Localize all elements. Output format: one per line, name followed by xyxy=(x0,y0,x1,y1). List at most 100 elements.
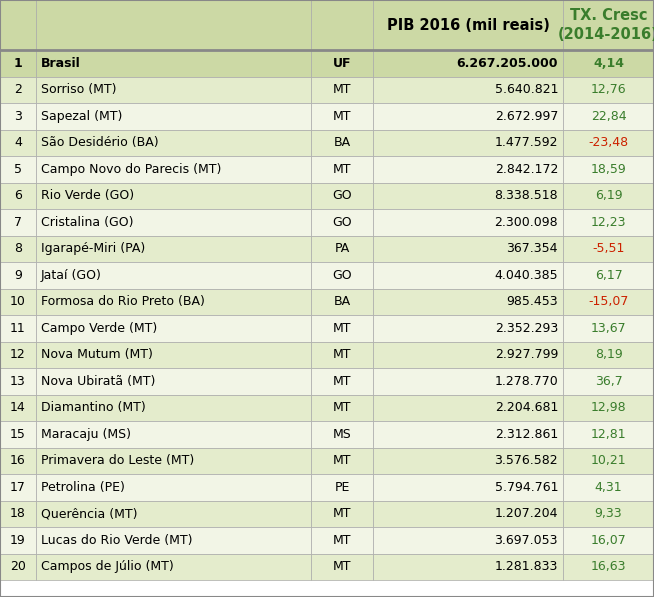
Text: BA: BA xyxy=(334,296,351,308)
Text: 4: 4 xyxy=(14,136,22,149)
Bar xyxy=(36,527,311,553)
Text: 3.576.582: 3.576.582 xyxy=(494,454,558,467)
Bar xyxy=(563,448,654,474)
Text: -23,48: -23,48 xyxy=(589,136,628,149)
Bar xyxy=(311,130,373,156)
Bar xyxy=(373,527,563,553)
Bar xyxy=(0,130,36,156)
Bar xyxy=(563,156,654,183)
Bar xyxy=(373,235,563,262)
Text: MT: MT xyxy=(333,401,351,414)
Text: MT: MT xyxy=(333,534,351,547)
Text: Petrolina (PE): Petrolina (PE) xyxy=(41,481,125,494)
Text: 16,07: 16,07 xyxy=(591,534,627,547)
Text: GO: GO xyxy=(332,216,352,229)
Text: 8.338.518: 8.338.518 xyxy=(494,189,558,202)
Bar xyxy=(563,76,654,103)
Bar xyxy=(0,156,36,183)
Text: Primavera do Leste (MT): Primavera do Leste (MT) xyxy=(41,454,194,467)
Bar xyxy=(36,183,311,209)
Text: 18: 18 xyxy=(10,507,26,520)
Bar xyxy=(0,0,36,50)
Bar xyxy=(311,209,373,235)
Bar xyxy=(373,448,563,474)
Text: 13,67: 13,67 xyxy=(591,322,627,335)
Bar xyxy=(563,50,654,76)
Text: GO: GO xyxy=(332,189,352,202)
Bar xyxy=(36,421,311,448)
Bar xyxy=(311,262,373,288)
Bar xyxy=(36,130,311,156)
Text: Nova Mutum (MT): Nova Mutum (MT) xyxy=(41,348,153,361)
Text: Formosa do Rio Preto (BA): Formosa do Rio Preto (BA) xyxy=(41,296,205,308)
Bar xyxy=(311,421,373,448)
Text: Sapezal (MT): Sapezal (MT) xyxy=(41,110,122,123)
Text: 1.281.833: 1.281.833 xyxy=(494,560,558,573)
Text: Cristalina (GO): Cristalina (GO) xyxy=(41,216,133,229)
Text: Jataí (GO): Jataí (GO) xyxy=(41,269,102,282)
Bar xyxy=(373,76,563,103)
Text: Campos de Júlio (MT): Campos de Júlio (MT) xyxy=(41,560,174,573)
Text: Querência (MT): Querência (MT) xyxy=(41,507,137,520)
Text: 16,63: 16,63 xyxy=(591,560,627,573)
Text: 2.672.997: 2.672.997 xyxy=(494,110,558,123)
Text: 22,84: 22,84 xyxy=(591,110,627,123)
Bar xyxy=(373,288,563,315)
Text: PA: PA xyxy=(334,242,350,256)
Text: MT: MT xyxy=(333,375,351,387)
Bar xyxy=(563,130,654,156)
Bar xyxy=(563,500,654,527)
Text: MT: MT xyxy=(333,507,351,520)
Text: 19: 19 xyxy=(10,534,26,547)
Text: 5.640.821: 5.640.821 xyxy=(494,83,558,96)
Text: 9: 9 xyxy=(14,269,22,282)
Text: 10,21: 10,21 xyxy=(591,454,627,467)
Bar xyxy=(373,130,563,156)
Bar xyxy=(373,50,563,76)
Bar xyxy=(563,262,654,288)
Bar xyxy=(311,448,373,474)
Bar xyxy=(311,183,373,209)
Bar xyxy=(36,288,311,315)
Bar xyxy=(563,0,654,50)
Text: 6,17: 6,17 xyxy=(594,269,623,282)
Text: Igarapé-Miri (PA): Igarapé-Miri (PA) xyxy=(41,242,145,256)
Bar xyxy=(36,103,311,130)
Bar xyxy=(373,209,563,235)
Text: 12,23: 12,23 xyxy=(591,216,627,229)
Bar xyxy=(311,103,373,130)
Bar xyxy=(36,341,311,368)
Bar xyxy=(563,474,654,500)
Text: Nova Ubiratã (MT): Nova Ubiratã (MT) xyxy=(41,375,156,387)
Text: MT: MT xyxy=(333,454,351,467)
Text: 6.267.205.000: 6.267.205.000 xyxy=(456,57,558,70)
Text: MT: MT xyxy=(333,83,351,96)
Bar xyxy=(373,474,563,500)
Text: 12: 12 xyxy=(10,348,26,361)
Text: 8: 8 xyxy=(14,242,22,256)
Text: 8,19: 8,19 xyxy=(594,348,623,361)
Bar xyxy=(373,553,563,580)
Text: MS: MS xyxy=(333,427,351,441)
Bar xyxy=(311,553,373,580)
Bar xyxy=(36,500,311,527)
Bar xyxy=(36,368,311,395)
Bar xyxy=(0,103,36,130)
Text: 2.204.681: 2.204.681 xyxy=(494,401,558,414)
Text: 9,33: 9,33 xyxy=(594,507,623,520)
Bar xyxy=(311,76,373,103)
Bar xyxy=(0,527,36,553)
Text: 985.453: 985.453 xyxy=(506,296,558,308)
Bar xyxy=(311,156,373,183)
Text: PE: PE xyxy=(334,481,350,494)
Bar xyxy=(563,235,654,262)
Text: MT: MT xyxy=(333,348,351,361)
Text: 2.927.799: 2.927.799 xyxy=(494,348,558,361)
Bar xyxy=(36,474,311,500)
Text: 4,14: 4,14 xyxy=(593,57,624,70)
Text: São Desidério (BA): São Desidério (BA) xyxy=(41,136,159,149)
Bar xyxy=(311,50,373,76)
Text: 1.477.592: 1.477.592 xyxy=(494,136,558,149)
Text: 4,31: 4,31 xyxy=(594,481,623,494)
Text: 5.794.761: 5.794.761 xyxy=(494,481,558,494)
